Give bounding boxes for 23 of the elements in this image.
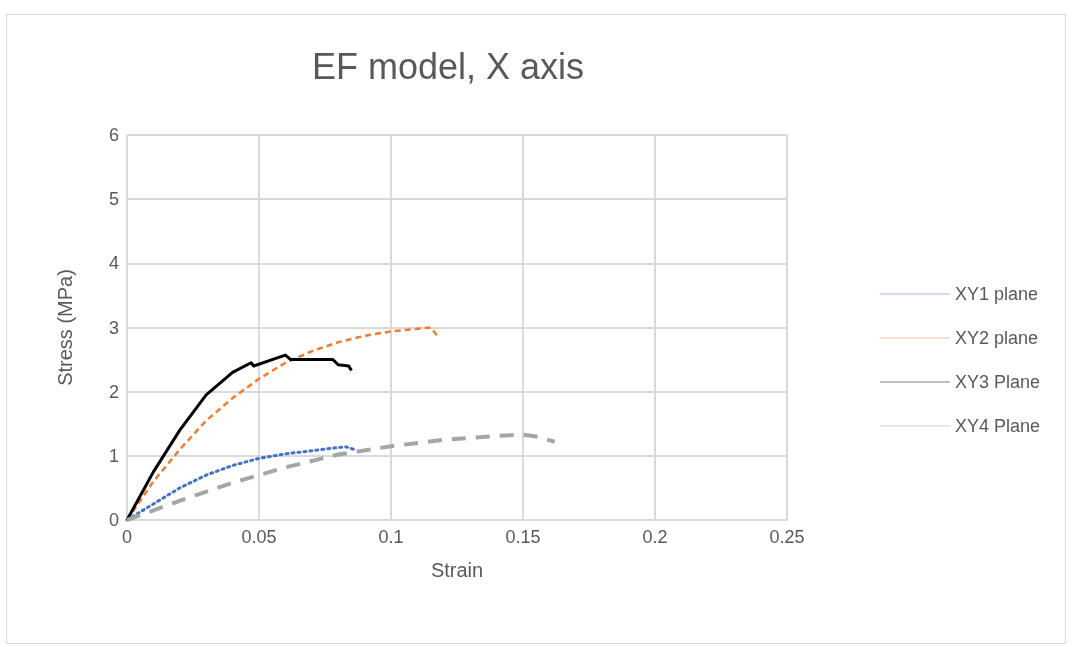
x-tick-label: 0 — [121, 527, 133, 547]
x-tick-label: 0.15 — [505, 527, 541, 547]
line-series — [125, 432, 557, 522]
y-tick-label: 1 — [108, 445, 119, 466]
x-tick-label: 0.2 — [642, 527, 668, 547]
x-tick-label: 0.05 — [241, 527, 277, 547]
legend-label: XY1 plane — [954, 284, 1039, 304]
legend-label: XY4 Plane — [954, 416, 1040, 436]
x-tick-label: 0.1 — [378, 527, 404, 547]
legend-label: XY2 plane — [954, 328, 1039, 348]
y-tick-label: 5 — [108, 189, 119, 210]
y-axis-title: Stress (MPa) — [54, 269, 76, 386]
y-tick-label: 2 — [108, 381, 119, 402]
legend-label: XY3 Plane — [954, 372, 1040, 392]
chart-title: EF model, X axis — [312, 45, 585, 87]
y-tick-label: 0 — [108, 510, 119, 530]
line-series — [125, 445, 356, 522]
x-axis-title: Strain — [430, 559, 484, 581]
y-tick-label: 4 — [108, 253, 119, 274]
x-tick-label: 0.25 — [769, 527, 805, 547]
line-series — [125, 353, 353, 522]
y-tick-label: 3 — [108, 317, 119, 338]
y-tick-label: 6 — [108, 125, 119, 145]
